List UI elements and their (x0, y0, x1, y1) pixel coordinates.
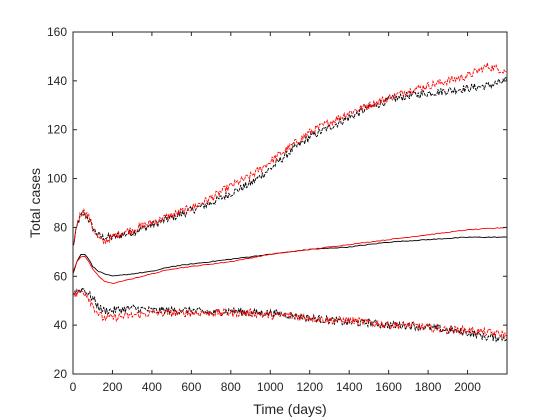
plot-area (73, 32, 507, 374)
x-tick-label: 800 (221, 380, 241, 394)
series-line-1 (72, 62, 508, 245)
series-line-4 (72, 286, 508, 343)
series-line-0 (72, 76, 508, 246)
y-tick-label: 80 (54, 220, 68, 234)
x-tick-label: 0 (70, 380, 77, 394)
tick-layer: 0 200 400 600 800 1000 1200 1400 1600 1800 2000 20 4… (47, 25, 507, 394)
x-tick-label: 1800 (415, 380, 442, 394)
axes-box (72, 31, 508, 375)
x-tick-label: 200 (102, 380, 122, 394)
x-tick-label: 1600 (375, 380, 402, 394)
y-tick-label: 60 (54, 269, 68, 283)
x-tick-label: 1400 (336, 380, 363, 394)
y-tick-label: 120 (47, 123, 67, 137)
y-tick-label: 40 (54, 318, 68, 332)
y-tick-label: 100 (47, 172, 67, 186)
x-tick-label: 1000 (257, 380, 284, 394)
x-axis-label: Time (days) (253, 401, 326, 417)
x-tick-label: 2000 (454, 380, 481, 394)
y-tick-label: 140 (47, 74, 67, 88)
y-tick-label: 160 (47, 25, 67, 39)
x-tick-label: 400 (142, 380, 162, 394)
x-tick-label: 1200 (296, 380, 323, 394)
series-line-5 (72, 289, 508, 339)
series-layer (72, 62, 508, 343)
series-line-3 (72, 226, 508, 284)
y-tick-label: 20 (54, 367, 68, 381)
y-axis-label: Total cases (27, 168, 43, 238)
x-tick-label: 600 (181, 380, 201, 394)
